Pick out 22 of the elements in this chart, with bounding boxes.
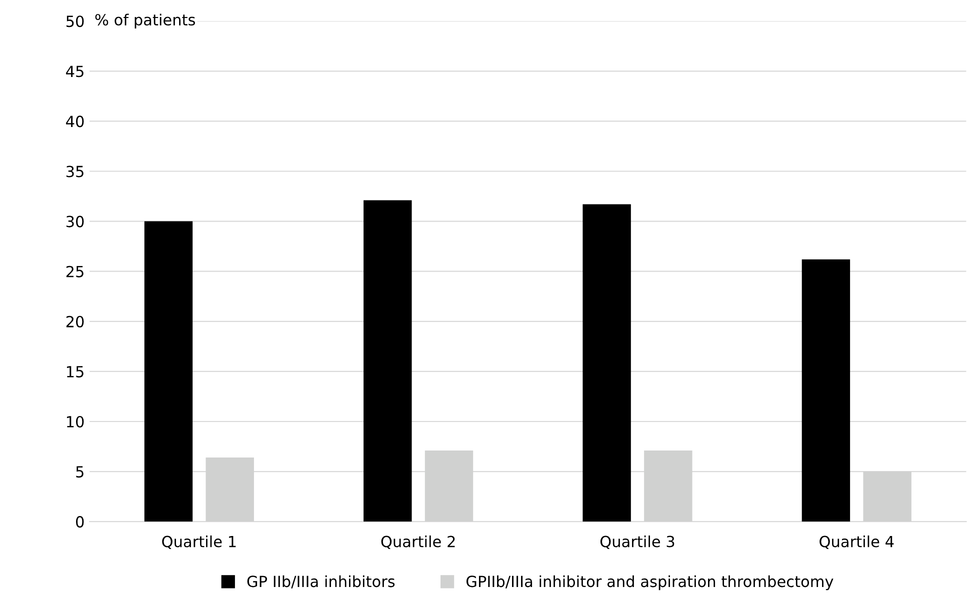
y-tick-label: 45 xyxy=(66,66,84,78)
y-tick-label: 10 xyxy=(66,416,84,428)
y-tick-label: 5 xyxy=(76,466,84,478)
y-tick-label: 15 xyxy=(66,366,84,378)
y-tick-label: 50 xyxy=(66,16,84,28)
bar xyxy=(144,221,193,522)
y-axis-title: % of patients xyxy=(95,14,195,28)
y-tick-label: 40 xyxy=(66,116,84,128)
y-tick-label: 0 xyxy=(76,516,84,528)
x-tick-label: Quartile 3 xyxy=(600,535,674,550)
y-tick-label: 35 xyxy=(66,166,84,178)
y-tick-label: 25 xyxy=(66,266,84,278)
legend-label: GPIIb/IIIa inhibitor and aspiration thrombectomy xyxy=(466,575,834,590)
x-tick-label: Quartile 1 xyxy=(162,535,236,550)
y-tick-label: 30 xyxy=(66,216,84,228)
legend-label: GP IIb/IIIa inhibitors xyxy=(247,575,395,588)
bar xyxy=(802,259,850,522)
x-tick-label: Quartile 2 xyxy=(381,535,455,550)
bar xyxy=(582,204,631,522)
y-tick-label: 20 xyxy=(66,316,84,328)
x-tick-label: Quartile 4 xyxy=(820,535,894,550)
bar xyxy=(364,200,412,522)
